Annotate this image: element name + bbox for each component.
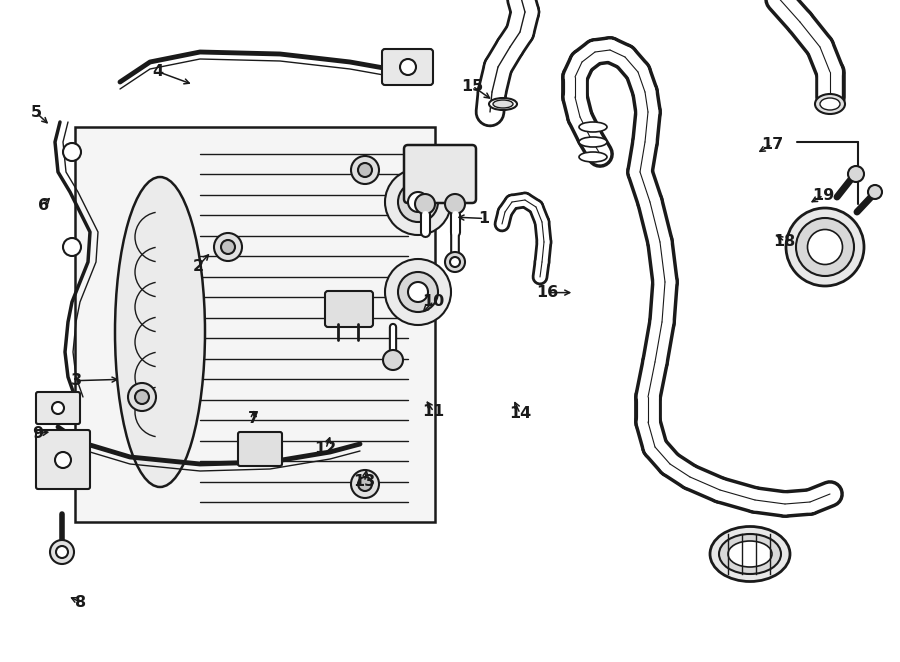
Text: 1: 1	[479, 211, 490, 226]
Circle shape	[445, 194, 465, 214]
Ellipse shape	[579, 137, 607, 147]
Ellipse shape	[579, 152, 607, 162]
Circle shape	[383, 350, 403, 370]
Text: 17: 17	[761, 137, 783, 152]
Circle shape	[221, 240, 235, 254]
Circle shape	[408, 192, 428, 212]
Ellipse shape	[493, 100, 513, 108]
Ellipse shape	[710, 526, 790, 581]
Circle shape	[415, 194, 435, 214]
FancyBboxPatch shape	[36, 430, 90, 489]
Ellipse shape	[796, 218, 854, 276]
Text: 4: 4	[152, 64, 163, 79]
Ellipse shape	[489, 98, 517, 110]
FancyBboxPatch shape	[238, 432, 282, 466]
FancyBboxPatch shape	[36, 392, 80, 424]
Text: 14: 14	[509, 406, 531, 421]
Circle shape	[358, 163, 372, 177]
Text: 13: 13	[354, 475, 375, 489]
Circle shape	[128, 383, 156, 411]
Circle shape	[351, 156, 379, 184]
Ellipse shape	[815, 94, 845, 114]
Circle shape	[135, 390, 149, 404]
Ellipse shape	[807, 230, 842, 265]
Text: 2: 2	[193, 259, 203, 273]
Circle shape	[56, 546, 68, 558]
Text: 16: 16	[536, 285, 558, 300]
Text: 7: 7	[248, 411, 259, 426]
Circle shape	[848, 166, 864, 182]
Circle shape	[868, 185, 882, 199]
FancyBboxPatch shape	[382, 49, 433, 85]
Circle shape	[63, 143, 81, 161]
Circle shape	[408, 282, 428, 302]
Bar	[75, 127, 435, 522]
Circle shape	[398, 272, 438, 312]
Text: 5: 5	[31, 105, 41, 120]
Ellipse shape	[579, 122, 607, 132]
Ellipse shape	[115, 177, 205, 487]
Text: 3: 3	[71, 373, 82, 388]
Ellipse shape	[820, 98, 840, 110]
Circle shape	[385, 169, 451, 235]
Circle shape	[445, 252, 465, 272]
Circle shape	[55, 452, 71, 468]
Ellipse shape	[719, 534, 781, 574]
Circle shape	[400, 59, 416, 75]
Circle shape	[351, 470, 379, 498]
Circle shape	[63, 238, 81, 256]
Text: 11: 11	[423, 404, 445, 419]
Text: 19: 19	[813, 188, 834, 203]
Circle shape	[214, 233, 242, 261]
Text: 18: 18	[774, 234, 796, 249]
FancyBboxPatch shape	[404, 145, 476, 203]
Circle shape	[385, 259, 451, 325]
Circle shape	[398, 182, 438, 222]
FancyBboxPatch shape	[325, 291, 373, 327]
Text: 9: 9	[32, 426, 43, 441]
Ellipse shape	[786, 208, 864, 286]
Ellipse shape	[728, 541, 772, 567]
Circle shape	[50, 540, 74, 564]
Text: 10: 10	[423, 294, 445, 308]
Text: 15: 15	[462, 79, 483, 93]
Circle shape	[450, 257, 460, 267]
Text: 12: 12	[315, 442, 337, 456]
Text: 6: 6	[38, 198, 49, 213]
Circle shape	[52, 402, 64, 414]
Text: 8: 8	[76, 595, 86, 610]
Circle shape	[358, 477, 372, 491]
